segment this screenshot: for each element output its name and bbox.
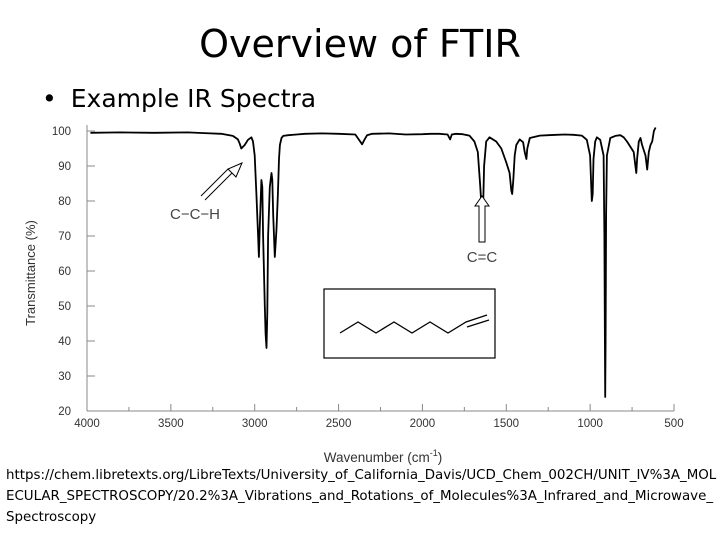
- bullet-text: Example IR Spectra: [70, 84, 317, 113]
- x-tick-label: 3000: [242, 418, 268, 430]
- bullet-icon: •: [42, 84, 57, 113]
- annotation-cc-double: C=C: [467, 195, 498, 266]
- spectrum-line: [90, 127, 657, 398]
- x-tick-label: 2500: [326, 418, 352, 430]
- y-tick-label: 80: [58, 196, 71, 208]
- y-tick-label: 100: [52, 126, 71, 138]
- molecule-double-bond: [466, 319, 490, 328]
- x-axis-label: Wavenumber (cm-1): [324, 448, 443, 465]
- x-axis-label-exponent: -1: [430, 448, 438, 458]
- slide-title: Overview of FTIR: [199, 22, 521, 66]
- y-tick-label: 50: [58, 301, 71, 313]
- annotation-arrow-cch: [204, 162, 243, 201]
- y-tick-label: 20: [58, 406, 71, 418]
- annotation-label-cc-double: C=C: [467, 249, 498, 266]
- x-tick-label: 2000: [410, 418, 436, 430]
- molecule-inset: [323, 288, 496, 359]
- chart-axes: [86, 125, 674, 412]
- y-tick-label: 90: [58, 161, 71, 173]
- annotation-arrow-cch-shaft: [200, 168, 229, 197]
- x-axis-label-main: Wavenumber (cm: [324, 450, 430, 465]
- x-tick-label: 1500: [493, 418, 519, 430]
- molecule-inset-frame: [323, 288, 496, 359]
- y-tick-label: 30: [58, 371, 71, 383]
- x-tick-label: 4000: [74, 418, 100, 430]
- y-tick-label: 70: [58, 231, 71, 243]
- x-axis-label-suffix: ): [438, 450, 443, 465]
- y-tick-label: 40: [58, 336, 71, 348]
- y-axis-label: Transmittance (%): [23, 220, 38, 326]
- annotation-cch: C−C−H: [170, 162, 243, 223]
- y-tick-label: 60: [58, 266, 71, 278]
- x-tick-label: 500: [664, 418, 683, 430]
- annotation-label-cch: C−C−H: [170, 206, 220, 223]
- x-tick-label: 3500: [158, 418, 184, 430]
- x-tick-label: 1000: [577, 418, 603, 430]
- source-citation-url: https://chem.libretexts.org/LibreTexts/U…: [6, 468, 717, 525]
- annotation-arrow-cc-double: [474, 195, 490, 243]
- molecule-skeleton: [339, 314, 488, 334]
- bullet-item: • Example IR Spectra: [42, 84, 316, 113]
